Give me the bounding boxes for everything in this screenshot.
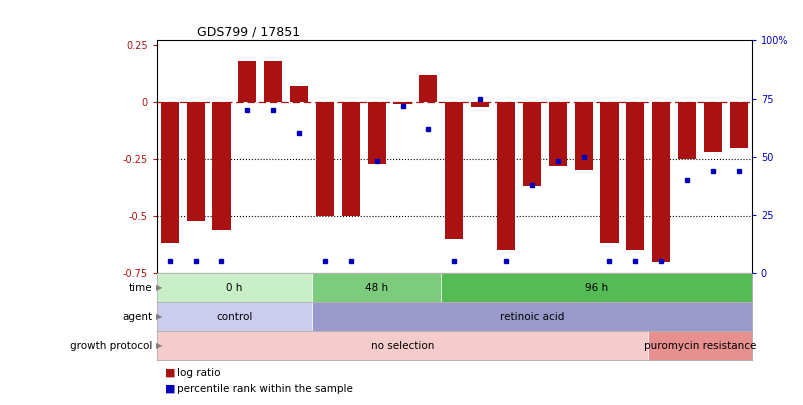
Text: ■: ■ <box>165 384 175 394</box>
Bar <box>651 102 670 262</box>
Bar <box>626 102 643 250</box>
Bar <box>703 102 721 152</box>
Bar <box>647 331 751 360</box>
Bar <box>471 102 488 107</box>
Bar <box>445 102 463 239</box>
Bar <box>574 102 592 171</box>
Text: no selection: no selection <box>370 341 434 351</box>
Bar <box>264 61 282 102</box>
Bar <box>522 102 540 186</box>
Text: growth protocol: growth protocol <box>71 341 153 351</box>
Bar <box>441 273 751 302</box>
Bar <box>157 331 647 360</box>
Bar <box>729 102 747 147</box>
Text: agent: agent <box>123 312 153 322</box>
Bar <box>393 102 411 104</box>
Text: 48 h: 48 h <box>365 283 388 292</box>
Text: percentile rank within the sample: percentile rank within the sample <box>177 384 353 394</box>
Bar <box>341 102 360 216</box>
Text: control: control <box>216 312 252 322</box>
Bar <box>367 102 385 164</box>
Bar <box>161 102 178 243</box>
Bar <box>290 86 308 102</box>
Text: ■: ■ <box>165 368 175 377</box>
Bar <box>677 102 695 159</box>
Bar <box>316 102 333 216</box>
Bar <box>312 302 751 331</box>
Bar <box>600 102 618 243</box>
Text: 0 h: 0 h <box>226 283 243 292</box>
Bar <box>238 61 256 102</box>
Text: puromycin resistance: puromycin resistance <box>643 341 756 351</box>
Text: ▶: ▶ <box>156 312 162 321</box>
Bar <box>186 102 205 221</box>
Bar <box>496 102 515 250</box>
Bar <box>312 273 441 302</box>
Text: retinoic acid: retinoic acid <box>499 312 564 322</box>
Text: ▶: ▶ <box>156 341 162 350</box>
Bar <box>212 102 230 230</box>
Text: 96 h: 96 h <box>585 283 607 292</box>
Text: ▶: ▶ <box>156 283 162 292</box>
Text: time: time <box>129 283 153 292</box>
Text: log ratio: log ratio <box>177 368 220 377</box>
Bar <box>548 102 566 166</box>
Bar <box>419 75 437 102</box>
Bar <box>157 302 312 331</box>
Text: GDS799 / 17851: GDS799 / 17851 <box>197 26 300 38</box>
Bar <box>157 273 312 302</box>
